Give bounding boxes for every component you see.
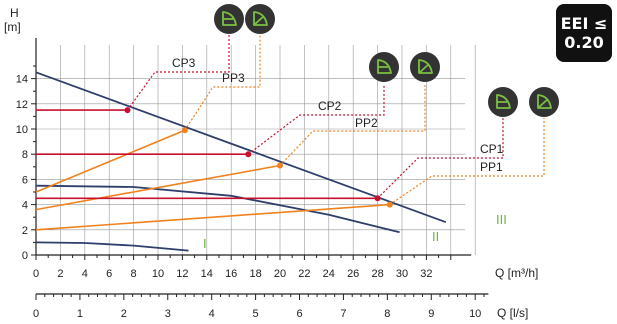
series-label-cp1: CP1: [480, 142, 504, 156]
pump-mode-icon: [369, 52, 399, 82]
x-tick-label: 16: [225, 268, 237, 280]
series-label-cp2: CP2: [318, 99, 342, 113]
x-tick-label: 24: [323, 268, 335, 280]
x-tick-label: 0: [33, 268, 39, 280]
leader-line-cp3: [127, 33, 230, 111]
x-tick-label: 6: [106, 268, 112, 280]
secondary-x-tick-label: 7: [340, 308, 346, 320]
pump-mode-icon: [529, 87, 559, 117]
y-tick-label: 14: [16, 74, 28, 86]
eei-badge: EEI ≤ 0.20: [556, 4, 612, 62]
secondary-x-tick-label: 8: [384, 308, 390, 320]
pump-mode-icon: [410, 52, 440, 82]
control-line-pp1: [35, 203, 390, 231]
y-tick-label: 6: [22, 174, 28, 186]
secondary-x-tick-label: 1: [77, 308, 83, 320]
eei-label: EEI ≤: [560, 14, 608, 33]
secondary-x-tick-label: 9: [428, 308, 434, 320]
secondary-x-tick-label: 0: [33, 308, 39, 320]
series-label-pp1: PP1: [480, 160, 503, 174]
secondary-x-tick-label: 2: [121, 308, 127, 320]
leader-line-cp2: [247, 85, 385, 155]
secondary-x-tick-label: 3: [165, 308, 171, 320]
curve-label-iii: III: [496, 212, 507, 227]
secondary-x-tick-label: 10: [469, 308, 481, 320]
control-point-cp2: [245, 151, 252, 158]
secondary-x-tick-label: 4: [209, 308, 215, 320]
series-label-pp2: PP2: [355, 116, 378, 130]
leader-line-pp3: [184, 33, 261, 131]
control-line-pp3: [35, 129, 186, 193]
y-tick-label: 4: [22, 200, 28, 212]
y-tick-label: 2: [22, 225, 28, 237]
leader-line-cp1: [377, 118, 504, 199]
x-tick-label: 12: [176, 268, 188, 280]
x-tick-label: 4: [82, 268, 88, 280]
y-axis-label-symbol: H: [10, 6, 19, 20]
secondary-x-tick-label: 5: [253, 308, 259, 320]
pump-curve-ii: [35, 184, 400, 234]
pump-mode-icon: [214, 4, 244, 34]
pump-curve-i: [35, 241, 189, 252]
x-tick-label: 18: [249, 268, 261, 280]
curve-label-ii: II: [432, 229, 439, 244]
secondary-x-axis-label: Q [l/s]: [497, 306, 528, 320]
control-point-pp2: [277, 162, 283, 169]
x-tick-label: 22: [298, 268, 310, 280]
x-tick-label: 10: [152, 268, 164, 280]
control-line-pp2: [35, 164, 281, 211]
y-tick-label: 12: [16, 99, 28, 111]
x-tick-label: 8: [131, 268, 137, 280]
pump-mode-icon: [488, 87, 518, 117]
x-tick-label: 26: [347, 268, 359, 280]
x-tick-label: 30: [396, 268, 408, 280]
y-axis-label-unit: [m]: [4, 20, 21, 34]
leader-line-pp2: [279, 85, 426, 166]
y-tick-label: 0: [22, 250, 28, 262]
y-tick-label: 10: [16, 124, 28, 136]
x-tick-label: 32: [420, 268, 432, 280]
x-tick-label: 28: [371, 268, 383, 280]
x-tick-label: 14: [201, 268, 213, 280]
x-axis-label: Q [m³/h]: [495, 266, 538, 280]
x-tick-label: 20: [274, 268, 286, 280]
curve-label-i: I: [203, 236, 207, 251]
series-label-cp3: CP3: [172, 56, 196, 70]
series-label-pp3: PP3: [222, 71, 245, 85]
y-tick-label: 8: [22, 149, 28, 161]
pump-mode-icon: [245, 4, 275, 34]
eei-value: 0.20: [564, 33, 604, 52]
x-tick-label: 2: [57, 268, 63, 280]
leader-line-pp1: [389, 118, 545, 206]
secondary-x-tick-label: 6: [296, 308, 302, 320]
